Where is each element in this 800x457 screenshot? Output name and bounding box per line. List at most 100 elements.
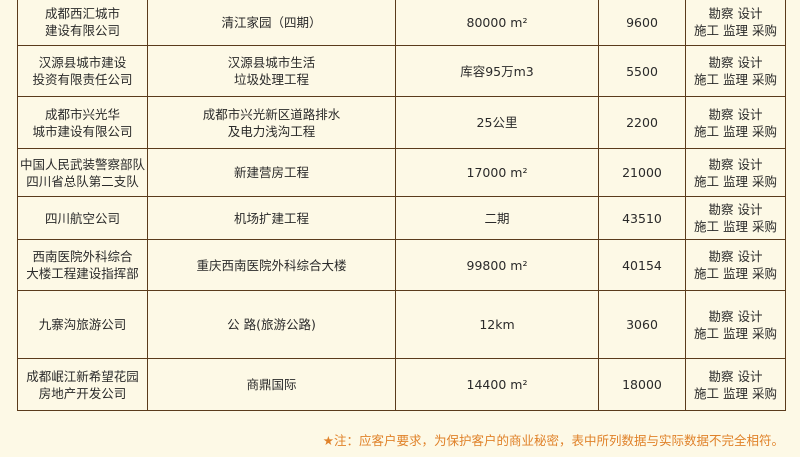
cell-line: 17000 m² [466, 165, 528, 180]
cell-line: 汉源县城市建设 [38, 55, 127, 70]
amount-cell: 18000 [598, 358, 686, 411]
amount-cell: 3060 [598, 290, 686, 359]
scale-cell: 17000 m² [395, 148, 599, 197]
cell-line: 12km [479, 317, 515, 332]
table-row: 西南医院外科综合 大楼工程建设指挥部 重庆西南医院外科综合大楼 99800 m² 401… [17, 239, 786, 291]
footnote: ★注：应客户要求，为保护客户的商业秘密，表中所列数据与实际数据不完全相符。 [322, 433, 784, 448]
scale-cell: 12km [395, 290, 599, 359]
amount-cell: 9600 [598, 0, 686, 46]
amount-cell: 2200 [598, 96, 686, 149]
service-cell: 勘察 设计 施工 监理 采购 [685, 358, 786, 411]
cell-line: 公 路(旅游公路) [227, 317, 316, 332]
client-cell: 成都岷江新希望花园 房地产开发公司 [17, 358, 148, 411]
cell-line: 西南医院外科综合 [32, 249, 133, 264]
amount-cell: 21000 [598, 148, 686, 197]
scale-cell: 80000 m² [395, 0, 599, 46]
cell-line: 成都市兴光新区道路排水 [202, 106, 341, 122]
cell-line: 勘察 设计 [708, 308, 763, 324]
cell-line: 施工 监理 采购 [694, 219, 777, 234]
cell-line: 建设有限公司 [44, 23, 120, 38]
cell-line: 18000 [622, 377, 662, 392]
cell-line: 库容95万m3 [460, 63, 534, 79]
cell-line: 施工 监理 采购 [694, 173, 777, 189]
cell-line: 勘察 设计 [708, 6, 763, 21]
cell-line: 成都市兴光华 [44, 106, 120, 122]
service-cell: 勘察 设计施工 监理 采购 [685, 239, 786, 291]
cell-line: 勘察 设计 [708, 55, 763, 70]
scale-cell: 99800 m² [395, 239, 599, 291]
service-cell: 勘察 设计施工 监理 采购 [685, 0, 786, 46]
table-row: 成都岷江新希望花园 房地产开发公司 商鼎国际 14400 m² 18000 勘察 设计 施工… [17, 358, 786, 411]
cell-line: 80000 m² [466, 14, 528, 30]
service-cell: 勘察 设计施工 监理 采购 [685, 45, 786, 97]
client-cell: 九寨沟旅游公司 [17, 290, 148, 359]
cell-line: 及电力浅沟工程 [227, 123, 316, 139]
cell-line: 施工 监理 采购 [694, 266, 777, 281]
cell-line: 43510 [622, 210, 662, 226]
cell-line: 勘察 设计 [708, 156, 763, 172]
cell-line: 房地产开发公司 [38, 385, 127, 401]
table-row: 汉源县城市建设 投资有限责任公司 汉源县城市生活 垃圾处理工程 库容95万m3 5500 勘… [17, 45, 786, 97]
scale-cell: 25公里 [395, 96, 599, 149]
project-cell: 机场扩建工程 [147, 196, 396, 240]
client-cell: 成都西汇城市 建设有限公司 [17, 0, 148, 46]
table-row: 四川航空公司 机场扩建工程 二期 43510 勘察 设计施工 监理 采购 [17, 196, 786, 240]
amount-cell: 5500 [598, 45, 686, 97]
cell-line: 施工 监理 采购 [694, 123, 777, 139]
client-cell: 四川航空公司 [17, 196, 148, 240]
cell-line: 四川省总队第二支队 [26, 173, 139, 189]
cell-line: 重庆西南医院外科综合大楼 [196, 257, 347, 273]
cell-line: 机场扩建工程 [233, 210, 309, 226]
table-body: 成都西汇城市 建设有限公司 清江家园（四期） 80000 m² 9600 勘察 设计 施工 … [17, 0, 786, 411]
service-cell: 勘察 设计 施工 监理 采购 [685, 148, 786, 197]
cell-line: 清江家园（四期） [221, 14, 322, 30]
scale-cell: 14400 m² [395, 358, 599, 411]
table-row: 九寨沟旅游公司 公 路(旅游公路) 12km 3060 勘察 设计 施工 监理 采购 [17, 290, 786, 359]
project-cell: 清江家园（四期） [147, 0, 396, 46]
amount-cell: 43510 [598, 196, 686, 240]
cell-line: 勘察 设计 [708, 202, 763, 217]
cell-line: 勘察 设计 [708, 106, 763, 122]
cell-line: 2200 [626, 115, 658, 130]
cell-line: 成都岷江新希望花园 [26, 368, 139, 384]
project-cell: 新建营房工程 [147, 148, 396, 197]
project-table: 成都西汇城市 建设有限公司 清江家园（四期） 80000 m² 9600 勘察 设计 施工 … [17, 0, 786, 411]
cell-line: 四川航空公司 [44, 210, 120, 226]
scale-cell: 库容95万m3 [395, 45, 599, 97]
cell-line: 垃圾处理工程 [233, 72, 309, 87]
cell-line: 投资有限责任公司 [32, 72, 133, 87]
client-cell: 西南医院外科综合 大楼工程建设指挥部 [17, 239, 148, 291]
cell-line: 城市建设有限公司 [32, 123, 133, 139]
cell-line: 施工 监理 采购 [694, 72, 777, 87]
cell-line: 勘察 设计 [708, 249, 763, 264]
cell-line: 21000 [622, 165, 662, 180]
project-cell: 成都市兴光新区道路排水 及电力浅沟工程 [147, 96, 396, 149]
project-cell: 重庆西南医院外科综合大楼 [147, 239, 396, 291]
cell-line: 汉源县城市生活 [227, 55, 316, 70]
cell-line: 9600 [626, 14, 658, 30]
cell-line: 施工 监理 采购 [694, 23, 777, 38]
cell-line: 25公里 [476, 115, 518, 130]
table-row: 成都西汇城市 建设有限公司 清江家园（四期） 80000 m² 9600 勘察 设计施工 … [17, 0, 786, 46]
cell-line: 九寨沟旅游公司 [38, 317, 127, 332]
project-cell: 汉源县城市生活 垃圾处理工程 [147, 45, 396, 97]
project-cell: 商鼎国际 [147, 358, 396, 411]
amount-cell: 40154 [598, 239, 686, 291]
cell-line: 5500 [626, 63, 658, 79]
cell-line: 勘察 设计 [708, 368, 763, 384]
cell-line: 施工 监理 采购 [694, 325, 777, 341]
project-cell: 公 路(旅游公路) [147, 290, 396, 359]
cell-line: 大楼工程建设指挥部 [26, 266, 139, 281]
scale-cell: 二期 [395, 196, 599, 240]
cell-line: 40154 [622, 257, 662, 273]
cell-line: 中国人民武装警察部队 [19, 156, 145, 172]
cell-line: 商鼎国际 [246, 377, 297, 392]
table-row: 中国人民武装警察部队 四川省总队第二支队 新建营房工程 17000 m² 21000 勘察… [17, 148, 786, 197]
cell-line: 99800 m² [466, 257, 528, 273]
cell-line: 14400 m² [466, 377, 528, 392]
cell-line: 施工 监理 采购 [694, 385, 777, 401]
service-cell: 勘察 设计施工 监理 采购 [685, 196, 786, 240]
table-row: 成都市兴光华 城市建设有限公司 成都市兴光新区道路排水 及电力浅沟工程 25公里 2200… [17, 96, 786, 149]
client-cell: 成都市兴光华 城市建设有限公司 [17, 96, 148, 149]
